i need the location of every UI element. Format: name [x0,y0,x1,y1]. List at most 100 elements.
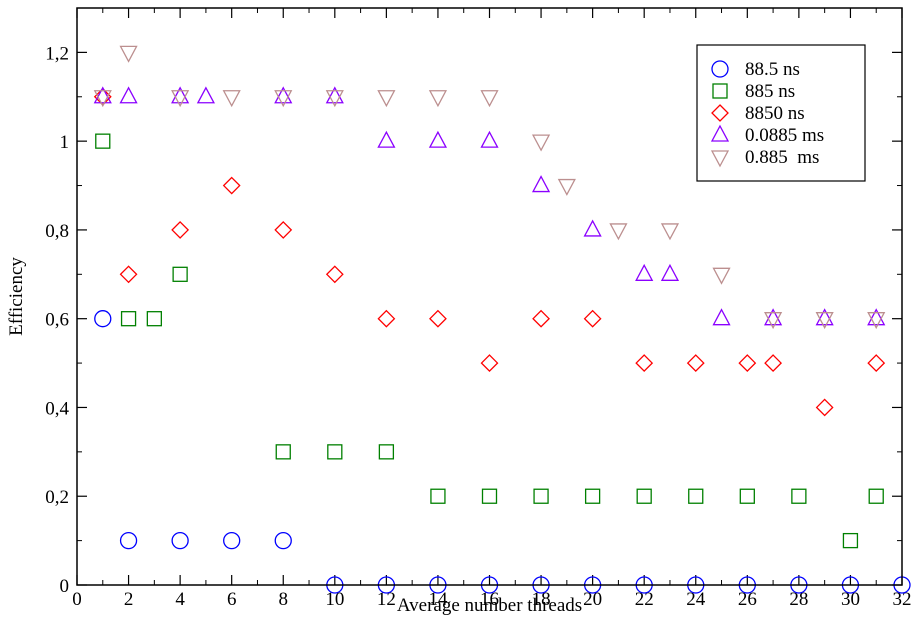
data-point-square [868,488,884,504]
data-point-triangle-down [93,90,112,108]
x-tick-label: 12 [377,589,396,610]
y-tick-label: 0,6 [45,310,69,331]
legend-label: 0.885 ms [745,147,819,168]
data-point-triangle-up [377,130,396,148]
data-point-diamond [377,309,396,328]
data-point-square [378,444,395,460]
x-tick-label: 6 [227,589,237,610]
x-tick-label: 28 [789,589,808,610]
legend-label: 885 ns [745,81,795,102]
series-1-points [94,310,911,594]
legend-marker-triangle-up [710,124,730,142]
data-point-square [584,488,601,504]
x-tick-label: 8 [279,589,289,610]
data-point-triangle-down [531,134,551,152]
data-point-triangle-up [480,130,499,148]
y-axis-title: Efficiency [6,257,27,336]
data-point-square [533,488,549,504]
data-point-square [120,311,137,327]
plot-frame [76,7,903,586]
series-2-points [95,133,884,549]
x-tick-label: 2 [124,589,134,610]
data-point-triangle-down [867,312,886,330]
data-point-diamond [532,309,550,328]
data-point-square [481,488,498,504]
data-point-diamond [635,354,654,372]
data-point-triangle-up [93,86,112,104]
data-point-triangle-down [377,90,396,108]
data-point-triangle-up [196,86,215,104]
data-point-triangle-down [480,90,499,108]
data-point-triangle-down [815,312,834,330]
legend-entry: 88.5 ns [711,59,800,80]
x-tick-label: 26 [738,589,757,610]
x-tick-label: 4 [175,589,185,610]
data-point-circle [119,531,138,550]
legend-marker-diamond [711,104,729,122]
data-point-diamond [222,176,241,195]
data-point-square [275,444,291,460]
x-axis-title: Average number threads [397,595,582,616]
data-point-square [327,444,343,460]
data-point-triangle-down [119,45,138,63]
y-tick-label: 1,2 [45,43,69,64]
data-point-diamond [764,354,783,372]
legend-label: 0.0885 ms [745,125,824,146]
data-point-square [430,488,446,504]
y-tick-labels: 0 0,2 0,4 0,6 0,8 1 1,2 [45,43,69,597]
data-point-circle [274,531,292,550]
data-point-circle [171,531,189,550]
data-point-square [636,488,652,504]
legend-entry: 0.885 ms [710,147,819,168]
data-point-square [95,133,111,149]
data-point-triangle-up [325,86,344,104]
series-3-points [93,87,886,417]
x-tick-label: 18 [532,589,551,610]
data-point-triangle-down [764,312,783,330]
x-tick-label: 10 [325,589,344,610]
data-point-triangle-up [428,130,448,148]
legend-entry: 885 ns [712,81,795,102]
legend-label: 8850 ns [745,103,805,124]
y-tick-label: 0,4 [45,398,69,419]
data-point-diamond [429,309,447,328]
data-point-triangle-down [274,90,293,108]
data-point-diamond [867,354,886,372]
data-point-triangle-down [660,223,680,241]
data-point-diamond [738,354,757,372]
legend-entry: 8850 ns [711,103,805,124]
data-point-triangle-up [712,308,731,326]
data-point-triangle-down [557,178,576,196]
data-point-square [791,488,807,504]
data-point-circle [223,531,241,550]
data-point-triangle-up [583,219,602,237]
data-point-diamond [274,221,293,239]
data-point-triangle-up [171,86,190,104]
x-tick-label: 30 [841,589,860,610]
data-point-diamond [119,265,138,284]
data-point-triangle-up [764,308,783,326]
x-tick-label: 20 [583,589,602,610]
data-point-circle [94,310,112,328]
data-point-triangle-up [815,308,834,326]
x-tick-labels: 0 2 4 6 8 10 12 14 16 18 20 22 24 26 28 30 32 [72,589,911,610]
data-point-triangle-down [222,90,241,108]
x-tick-label: 16 [480,589,499,610]
legend-marker-triangle-down [710,150,730,168]
data-point-diamond [171,221,190,239]
data-point-square [739,488,755,504]
data-point-triangle-up [531,175,551,193]
data-point-square [842,532,859,549]
y-tick-label: 1 [60,132,70,153]
y-tick-label: 0 [60,576,70,597]
data-point-triangle-down [171,90,190,108]
data-point-diamond [480,354,499,372]
legend-label: 88.5 ns [745,59,800,80]
data-point-triangle-up [660,263,680,281]
series-5-points [93,45,886,330]
data-point-triangle-down [325,90,344,108]
data-point-diamond [686,354,705,372]
data-point-triangle-down [712,267,731,285]
data-point-triangle-up [635,263,654,281]
